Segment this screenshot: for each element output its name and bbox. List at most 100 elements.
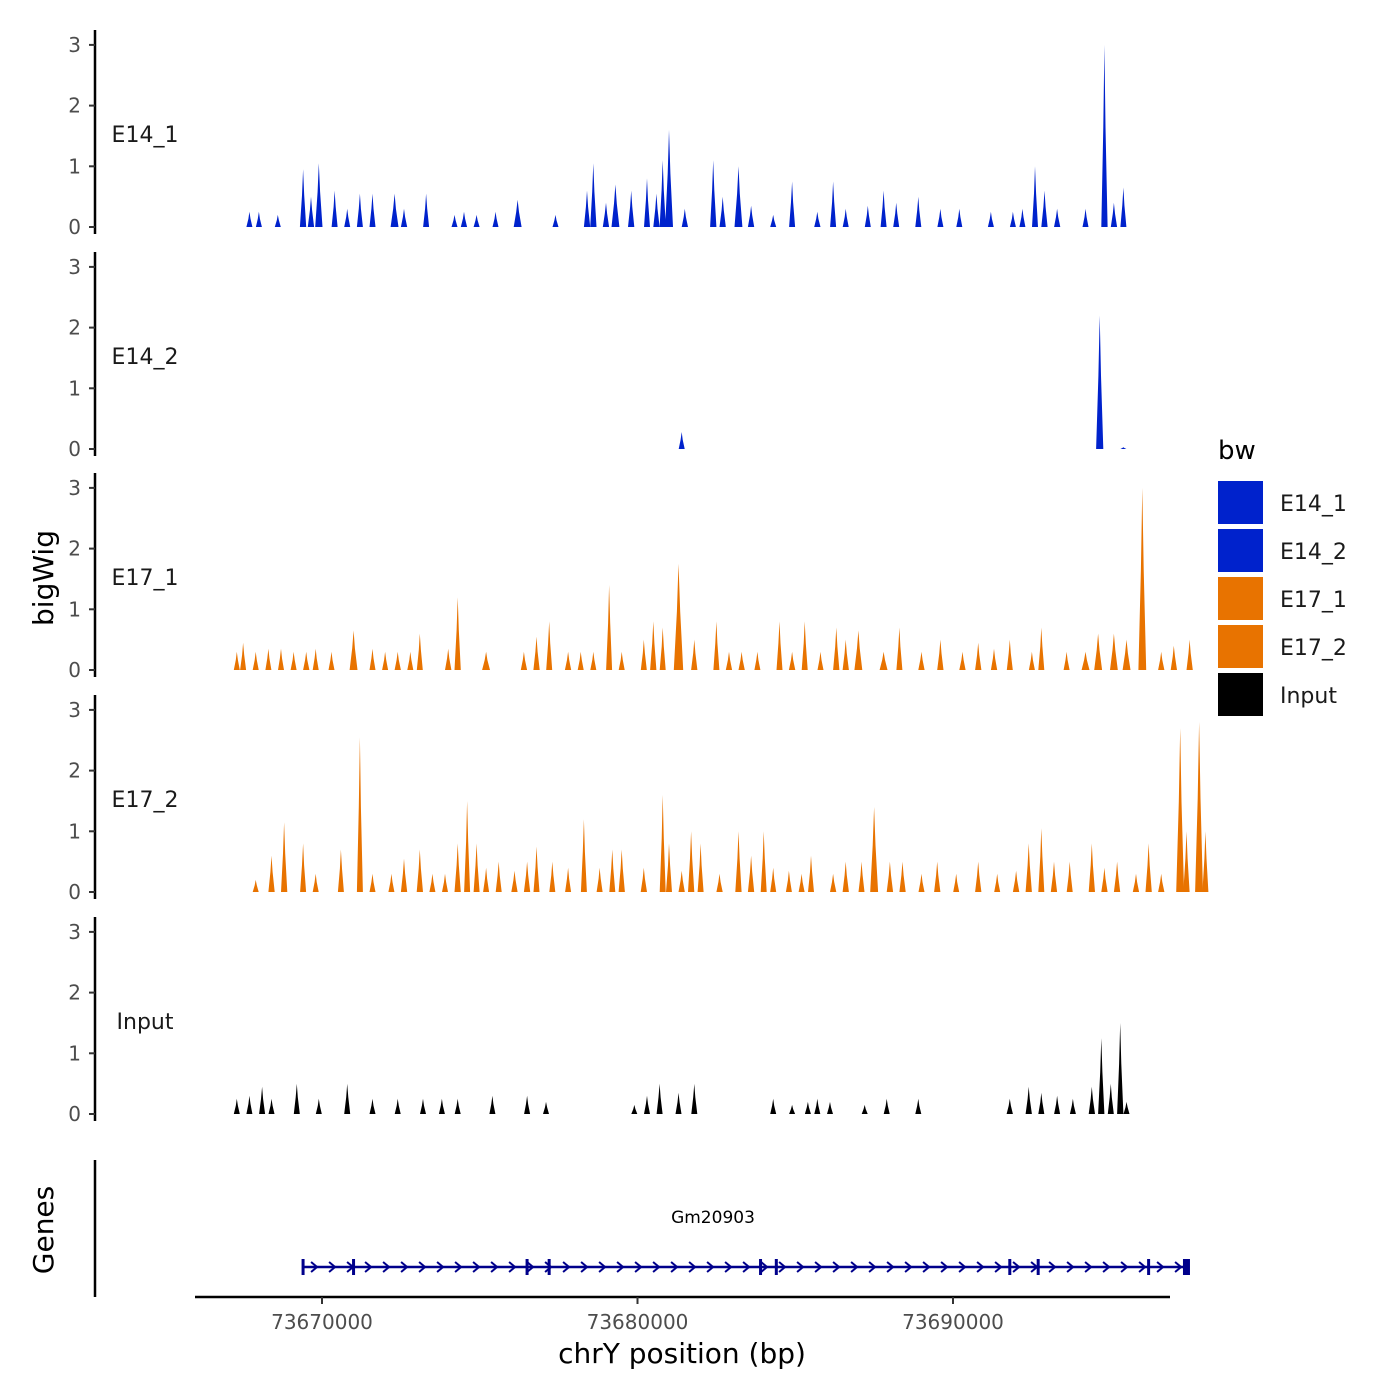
coverage-peak (650, 621, 657, 670)
y-tick-label: 2 (68, 316, 81, 340)
x-tick-label: 73690000 (902, 1310, 1004, 1334)
coverage-peak (691, 639, 698, 670)
strand-arrow (1084, 1261, 1093, 1273)
coverage-peak (1158, 873, 1165, 892)
strand-arrow (724, 1261, 733, 1273)
coverage-peak (666, 843, 672, 892)
coverage-peak (596, 867, 603, 892)
legend-swatch (1218, 481, 1263, 524)
coverage-peak (880, 190, 887, 227)
coverage-peak (1082, 208, 1089, 227)
y-tick-label: 1 (68, 819, 81, 843)
strand-arrow (868, 1261, 877, 1273)
legend-label: E14_1 (1280, 492, 1347, 517)
track-e14-1: 0 1 2 3 E14_1 (68, 30, 1127, 239)
coverage-peak (1107, 1083, 1114, 1114)
coverage-peak (710, 160, 717, 227)
coverage-peak (1123, 1101, 1130, 1114)
coverage-peak (760, 831, 767, 892)
legend-swatch (1218, 625, 1263, 668)
legend-entry-input: Input (1218, 673, 1337, 716)
coverage-peak (879, 651, 888, 670)
gene-exon (774, 1259, 778, 1275)
coverage-peak (495, 861, 502, 892)
y-tick-label: 2 (68, 537, 81, 561)
gene-exon (352, 1259, 356, 1275)
strand-arrow (1012, 1261, 1021, 1273)
coverage-peak (442, 873, 448, 892)
coverage-peak (315, 1098, 322, 1114)
coverage-peak (268, 1098, 275, 1114)
strand-arrow (472, 1261, 481, 1273)
coverage-peak (400, 858, 408, 892)
coverage-peak (299, 169, 307, 227)
coverage-peak (552, 214, 559, 227)
strand-arrow (652, 1261, 661, 1273)
coverage-peak (590, 163, 597, 227)
y-tick-label: 0 (68, 215, 81, 239)
coverage-peak (1063, 651, 1070, 670)
coverage-peak (937, 208, 944, 227)
coverage-peak (565, 867, 572, 892)
coverage-peak (656, 1083, 663, 1114)
coverage-peak (1066, 861, 1073, 892)
legend-label: E17_2 (1280, 636, 1347, 661)
coverage-peak (814, 211, 821, 227)
coverage-peak (1081, 651, 1090, 670)
x-tick-label: 73680000 (587, 1310, 689, 1334)
coverage-peak (454, 1098, 461, 1114)
coverage-peak (691, 1083, 698, 1114)
coverage-peak (975, 642, 982, 670)
coverage-peak (259, 1086, 266, 1114)
coverage-peak (1113, 861, 1121, 892)
coverage-peak (735, 831, 742, 892)
coverage-peak (994, 873, 1001, 892)
coverage-peak (300, 843, 307, 892)
coverage-peak (590, 651, 597, 670)
strand-arrow (526, 1261, 535, 1273)
coverage-peak (864, 205, 871, 227)
coverage-peak (1120, 187, 1127, 227)
coverage-peak (719, 196, 726, 227)
coverage-peak (814, 1098, 821, 1114)
gene-exon (1182, 1259, 1190, 1275)
coverage-peak (1202, 831, 1209, 892)
coverage-peak (716, 873, 723, 892)
track-label: E14_2 (112, 345, 179, 370)
coverage-peak (1006, 639, 1013, 670)
coverage-peak (830, 181, 837, 227)
coverage-peak (1101, 44, 1108, 228)
strand-arrow (562, 1261, 571, 1273)
gene-exon (525, 1259, 529, 1275)
coverage-peak (369, 648, 376, 670)
coverage-peak (369, 1098, 376, 1114)
coverage-peak (959, 651, 966, 670)
coverage-peak (344, 1083, 351, 1114)
legend-entry-e14-1: E14_1 (1218, 481, 1347, 524)
strand-arrow (940, 1261, 949, 1273)
coverage-peak (1096, 315, 1104, 449)
coverage-peak (1069, 1098, 1076, 1114)
coverage-peak (734, 166, 743, 227)
coverage-peak (1028, 651, 1035, 670)
coverage-peak (1038, 1092, 1045, 1114)
legend-entry-e14-2: E14_2 (1218, 529, 1347, 572)
strand-arrow (1120, 1261, 1129, 1273)
coverage-peak (1019, 208, 1026, 227)
coverage-peak (915, 196, 922, 227)
track-input: 0 1 2 3 Input (68, 917, 1130, 1126)
strand-arrow (976, 1261, 985, 1273)
coverage-peak (956, 208, 963, 227)
coverage-peak (407, 651, 414, 670)
coverage-peak (240, 642, 247, 670)
coverage-peak (520, 651, 528, 670)
strand-arrow (310, 1261, 319, 1273)
coverage-peak (770, 1098, 777, 1114)
coverage-peak (842, 861, 849, 892)
coverage-peak (524, 1095, 531, 1114)
coverage-peak (233, 1098, 240, 1114)
x-tick-label: 73670000 (271, 1310, 373, 1334)
coverage-peak (293, 1083, 300, 1114)
gene-exon (759, 1259, 763, 1275)
coverage-peak (543, 1101, 549, 1114)
